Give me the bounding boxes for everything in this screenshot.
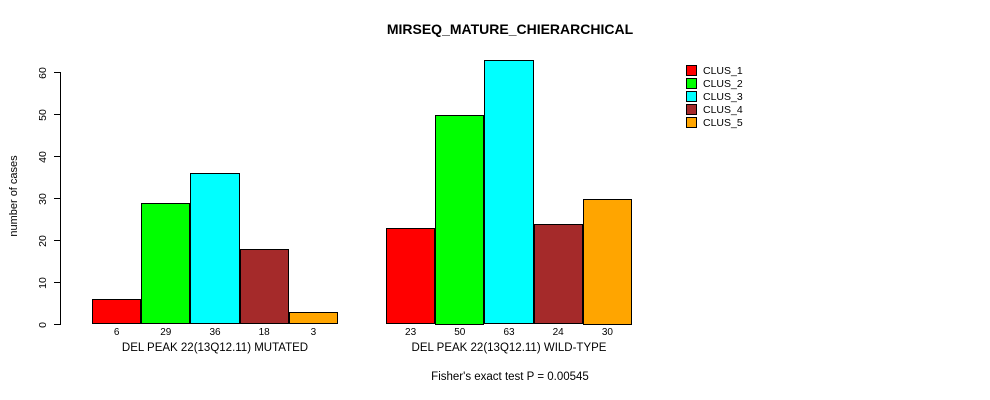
legend-item-clus_2: CLUS_2: [686, 77, 743, 90]
bar-clus_4-group1: [239, 248, 289, 325]
bar-value-label: 24: [552, 327, 564, 338]
legend-item-clus_1: CLUS_1: [686, 64, 743, 77]
bar-value-label: 3: [310, 327, 317, 338]
y-tick-mark: [54, 114, 61, 115]
legend-label: CLUS_3: [703, 90, 743, 103]
legend-label: CLUS_5: [703, 116, 743, 129]
y-tick-label: 0: [37, 321, 49, 328]
bar-value-label: 50: [454, 327, 466, 338]
legend: CLUS_1 CLUS_2 CLUS_3 CLUS_4 CLUS_5: [686, 64, 743, 129]
bar-value-label: 29: [160, 327, 172, 338]
legend-label: CLUS_2: [703, 77, 743, 90]
y-tick-label: 30: [37, 192, 49, 205]
y-tick-label: 60: [37, 66, 49, 79]
y-tick-label: 10: [37, 276, 49, 289]
y-tick-mark: [54, 282, 61, 283]
legend-swatch-icon: [686, 117, 697, 128]
bar-clus_5-group1: [288, 311, 338, 325]
y-tick-label: 40: [37, 150, 49, 163]
legend-item-clus_3: CLUS_3: [686, 90, 743, 103]
bar-clus_1-group2: [386, 227, 436, 325]
bar-value-label: 18: [258, 327, 270, 338]
group-label-1: DEL PEAK 22(13Q12.11) MUTATED: [121, 342, 309, 354]
legend-item-clus_5: CLUS_5: [686, 116, 743, 129]
y-tick-label: 20: [37, 234, 49, 247]
y-axis-label: number of cases: [8, 155, 20, 237]
bar-value-label: 30: [601, 327, 613, 338]
legend-swatch-icon: [686, 78, 697, 89]
legend-label: CLUS_1: [703, 64, 743, 77]
bar-value-label: 63: [503, 327, 515, 338]
bar-clus_1-group1: [92, 299, 142, 325]
legend-label: CLUS_4: [703, 103, 743, 116]
y-tick-mark: [54, 198, 61, 199]
group-label-2: DEL PEAK 22(13Q12.11) WILD-TYPE: [411, 342, 607, 354]
legend-swatch-icon: [686, 65, 697, 76]
y-tick-label: 50: [37, 108, 49, 121]
bar-clus_3-group2: [484, 59, 534, 325]
chart-title: MIRSEQ_MATURE_CHIERARCHICAL: [386, 21, 634, 37]
bar-value-label: 6: [113, 327, 120, 338]
y-tick-mark: [54, 156, 61, 157]
legend-swatch-icon: [686, 91, 697, 102]
y-tick-mark: [54, 240, 61, 241]
legend-item-clus_4: CLUS_4: [686, 103, 743, 116]
y-tick-mark: [54, 72, 61, 73]
bar-value-label: 23: [405, 327, 417, 338]
bar-clus_4-group2: [533, 223, 583, 325]
legend-swatch-icon: [686, 104, 697, 115]
bar-clus_2-group1: [141, 202, 191, 325]
footnote: Fisher's exact test P = 0.00545: [431, 371, 589, 383]
y-tick-mark: [54, 324, 61, 325]
bar-clus_5-group2: [582, 198, 632, 325]
bar-value-label: 36: [209, 327, 221, 338]
bar-clus_2-group2: [435, 114, 485, 325]
bar-clus_3-group1: [190, 173, 240, 325]
